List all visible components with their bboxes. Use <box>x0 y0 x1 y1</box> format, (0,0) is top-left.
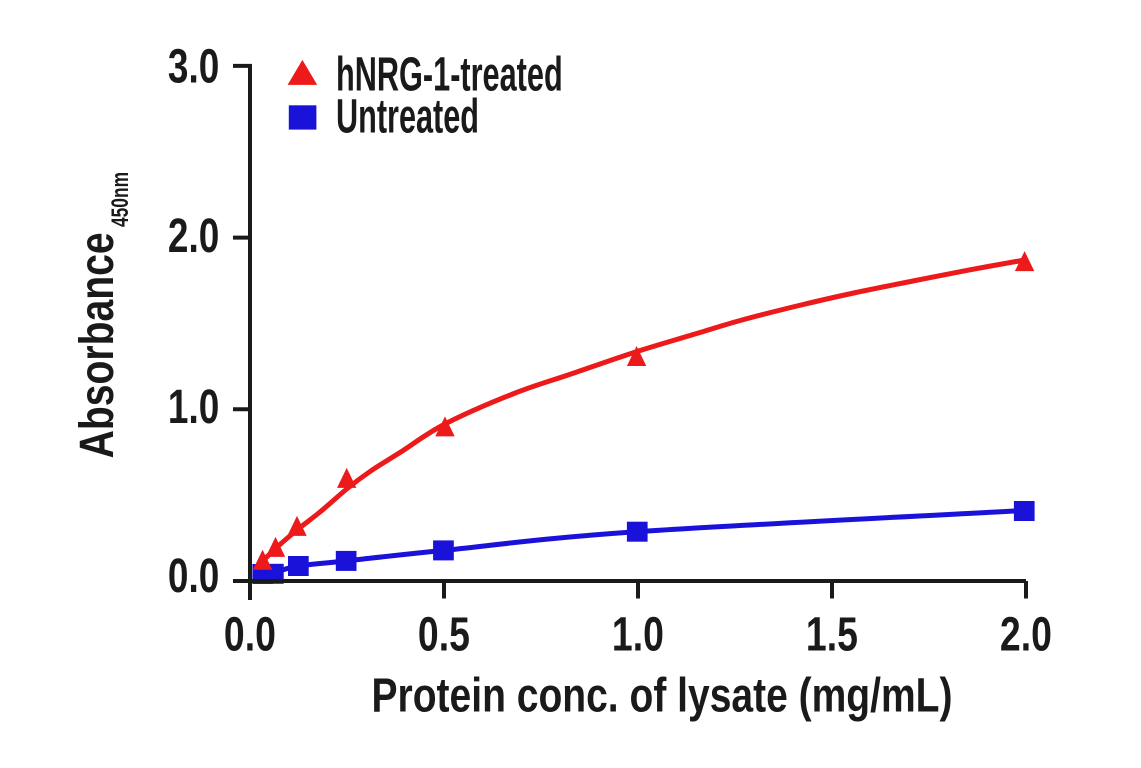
svg-text:1.5: 1.5 <box>806 609 858 662</box>
svg-text:1.0: 1.0 <box>612 609 664 662</box>
svg-text:Protein conc. of lysate (mg/mL: Protein conc. of lysate (mg/mL) <box>372 669 953 722</box>
svg-text:450nm: 450nm <box>107 172 134 227</box>
svg-text:3.0: 3.0 <box>168 40 219 93</box>
svg-text:0.0: 0.0 <box>168 550 219 603</box>
svg-text:1.0: 1.0 <box>168 381 219 434</box>
svg-text:0.0: 0.0 <box>224 609 276 662</box>
svg-text:hNRG-1-treated: hNRG-1-treated <box>336 49 563 102</box>
svg-text:0.5: 0.5 <box>418 609 470 662</box>
svg-text:2.0: 2.0 <box>1000 609 1052 662</box>
svg-text:2.0: 2.0 <box>168 210 219 263</box>
svg-text:Absorbance: Absorbance <box>71 232 124 458</box>
svg-text:Untreated: Untreated <box>336 91 479 144</box>
